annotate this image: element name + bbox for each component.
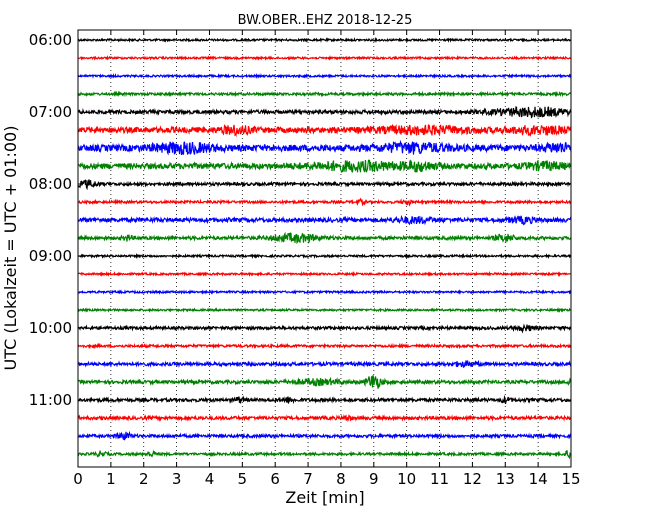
x-tick-label: 12 xyxy=(463,470,482,488)
y-tick-label: 11:00 xyxy=(29,391,72,409)
y-tick-label: 07:00 xyxy=(29,103,72,121)
x-tick-label: 11 xyxy=(430,470,449,488)
seismogram-trace-1045 xyxy=(77,375,572,389)
x-tick-label: 1 xyxy=(106,470,116,488)
seismogram-trace-1015 xyxy=(77,342,572,350)
seismogram-trace-1000 xyxy=(77,323,572,334)
seismogram-trace-1115 xyxy=(77,414,572,423)
seismogram-trace-0630 xyxy=(77,73,572,80)
y-axis-label: UTC (Lokalzeit = UTC + 01:00) xyxy=(1,126,20,371)
seismogram-trace-0730 xyxy=(77,139,572,156)
seismogram-trace-0715 xyxy=(77,123,572,138)
seismogram-trace-0615 xyxy=(77,54,572,61)
x-tick-label: 5 xyxy=(238,470,248,488)
seismogram-trace-0900 xyxy=(77,252,572,260)
seismogram-trace-0930 xyxy=(77,289,572,296)
x-tick-label: 6 xyxy=(270,470,280,488)
x-tick-label: 7 xyxy=(303,470,313,488)
seismogram-trace-0645 xyxy=(77,90,572,98)
x-tick-label: 15 xyxy=(561,470,580,488)
chart-title: BW.OBER..EHZ 2018-12-25 xyxy=(238,13,413,28)
seismogram-trace-0845 xyxy=(77,231,572,245)
seismogram-trace-0830 xyxy=(77,214,572,226)
y-tick-label: 09:00 xyxy=(29,247,72,265)
y-tick-label: 08:00 xyxy=(29,175,72,193)
x-tick-label: 10 xyxy=(397,470,416,488)
seismogram-trace-1100 xyxy=(77,394,572,405)
y-tick-label: 06:00 xyxy=(29,31,72,49)
x-tick-label: 13 xyxy=(496,470,515,488)
y-tick-label: 10:00 xyxy=(29,319,72,337)
x-tick-label: 2 xyxy=(139,470,149,488)
seismogram-trace-0915 xyxy=(77,270,572,278)
x-tick-label: 4 xyxy=(205,470,215,488)
seismogram-trace-0700 xyxy=(77,106,572,119)
x-tick-label: 8 xyxy=(336,470,346,488)
seismogram-traces xyxy=(77,36,572,460)
seismogram-trace-0945 xyxy=(77,306,572,313)
x-axis-label: Zeit [min] xyxy=(285,488,364,507)
seismogram-trace-0600 xyxy=(77,36,572,44)
x-tick-label: 3 xyxy=(172,470,182,488)
plot-frame xyxy=(77,29,572,468)
seismogram-trace-1030 xyxy=(77,359,572,369)
vertical-grid xyxy=(110,30,539,467)
x-axis-ticks: 0 1 2 3 4 5 6 7 8 9 10 11 12 13 14 15 xyxy=(73,30,581,488)
seismogram-trace-0745 xyxy=(77,159,572,173)
x-tick-label: 14 xyxy=(529,470,548,488)
y-axis-ticks: 06:00 07:00 08:00 09:00 10:00 11:00 xyxy=(29,31,571,409)
seismogram-trace-0800 xyxy=(77,178,572,191)
x-tick-label: 9 xyxy=(369,470,379,488)
x-tick-label: 0 xyxy=(73,470,83,488)
seismogram-trace-0815 xyxy=(77,197,572,207)
seismogram-trace-1145 xyxy=(77,449,572,460)
seismogram-trace-1130 xyxy=(77,430,572,441)
